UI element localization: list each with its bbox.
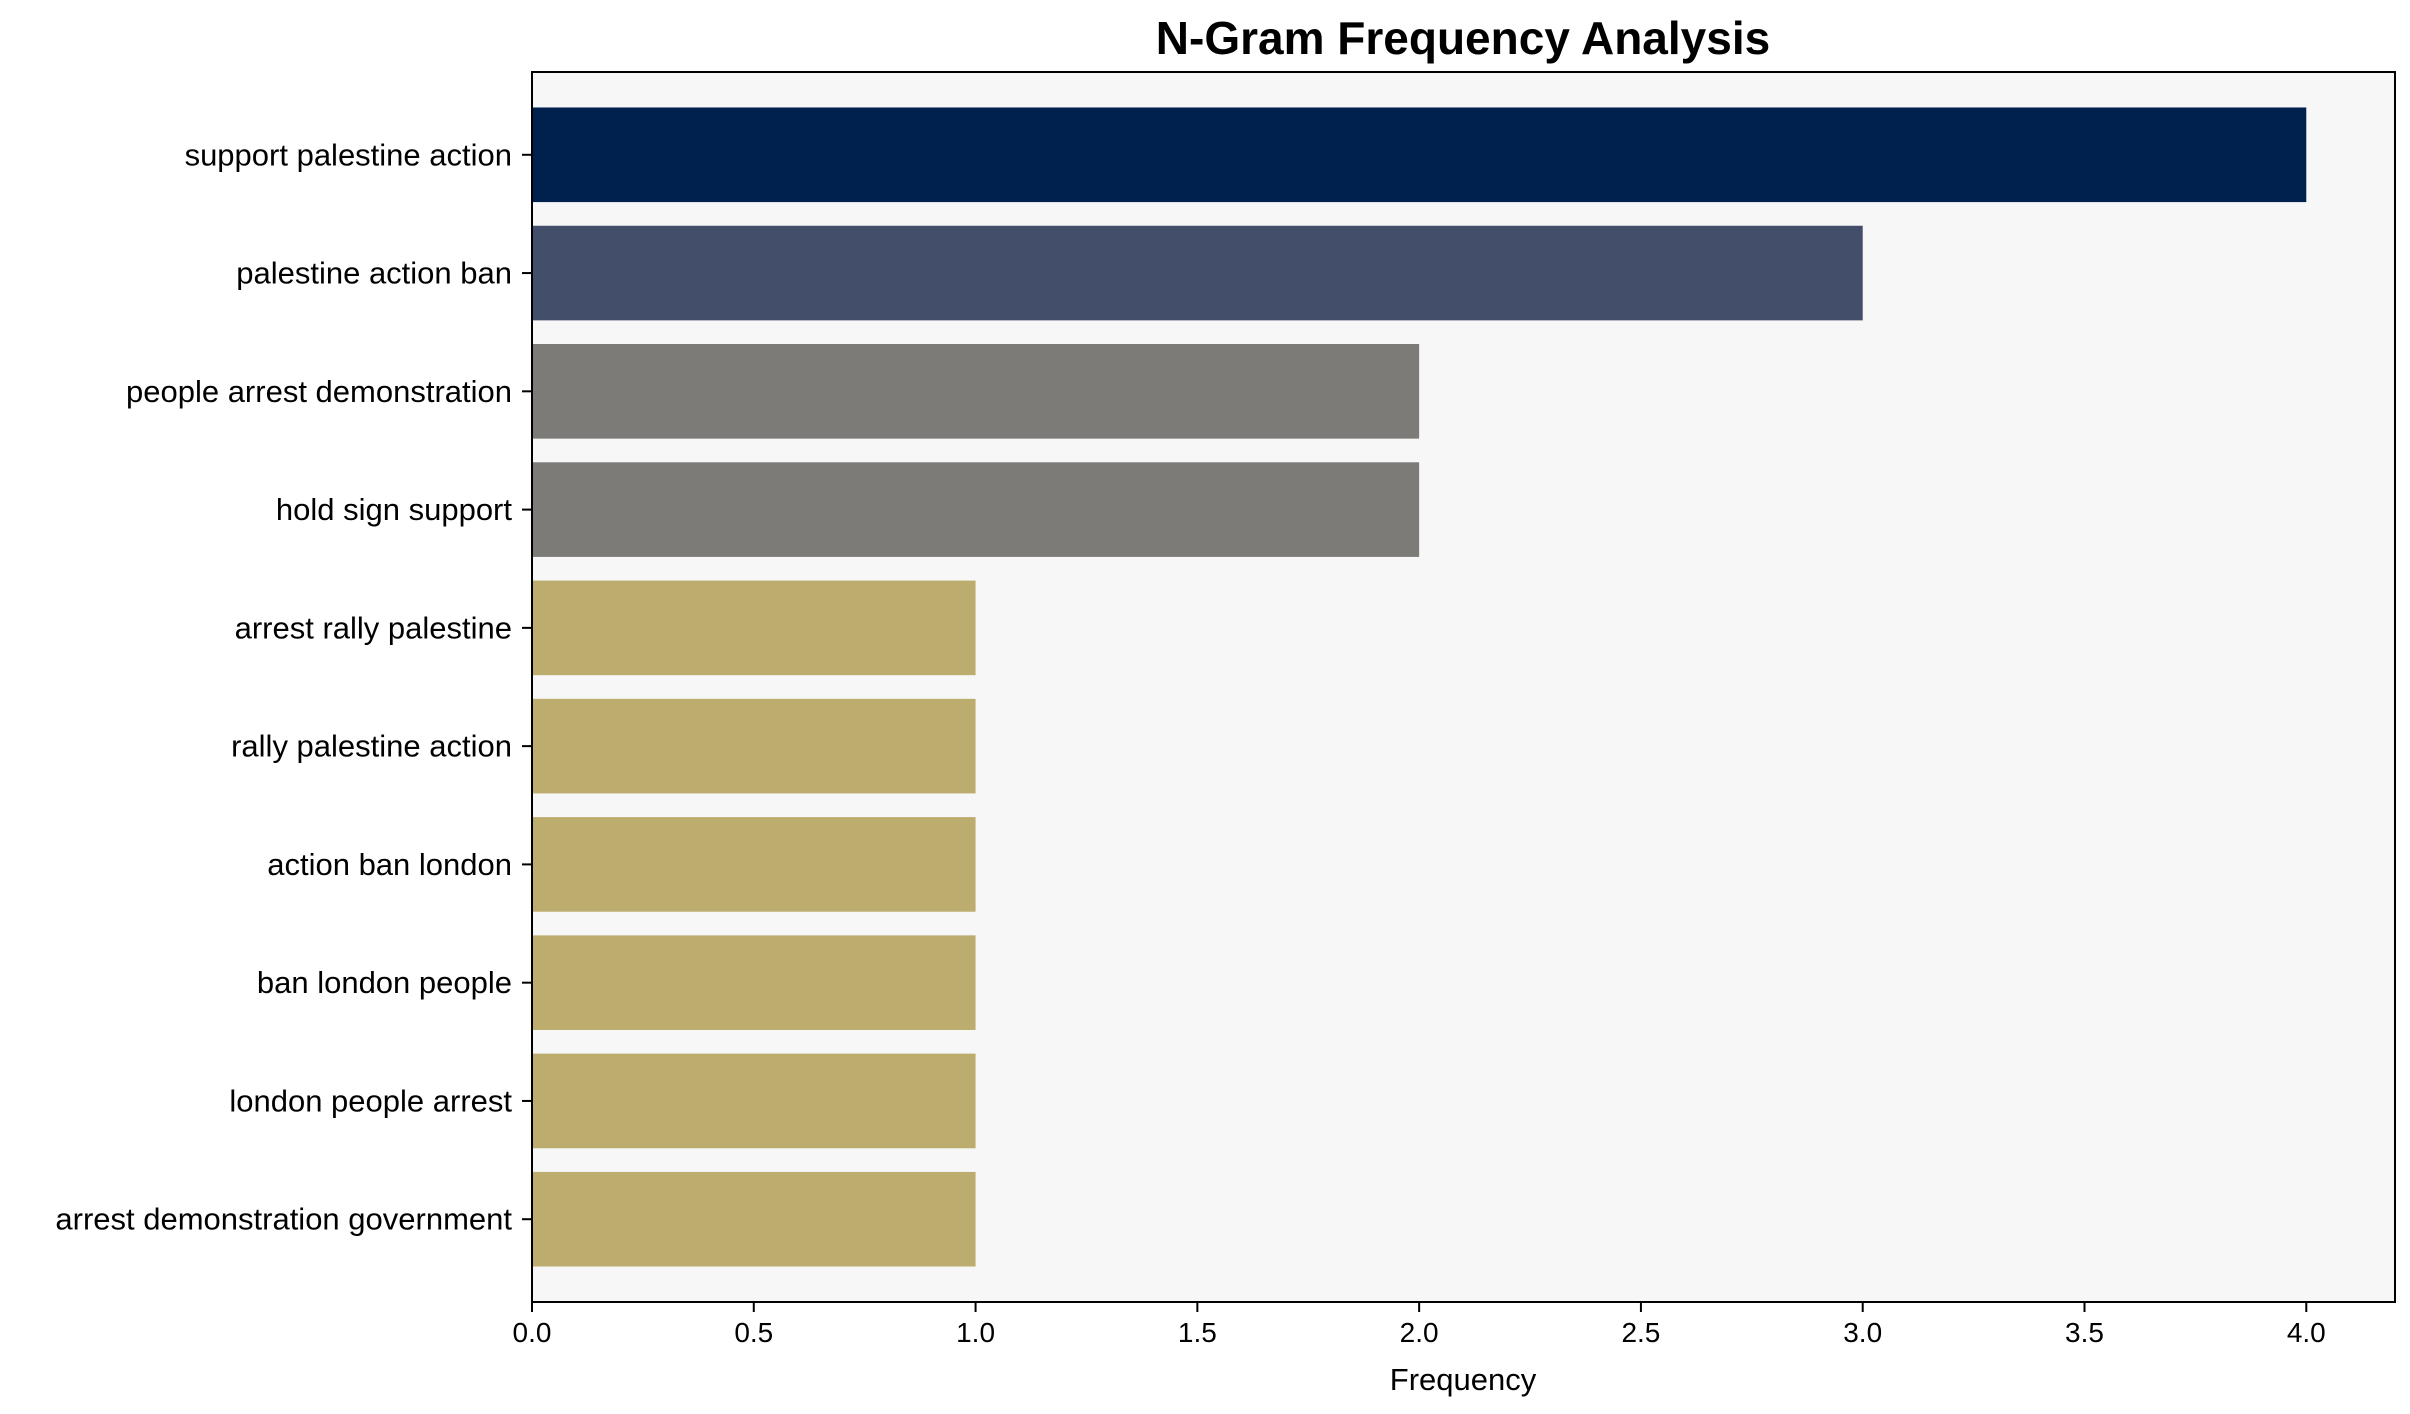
y-tick-label-hold-sign-support: hold sign support bbox=[276, 492, 512, 527]
x-tick-label: 0.5 bbox=[734, 1317, 773, 1348]
bar-palestine-action-ban bbox=[532, 225, 1863, 321]
y-tick-label-ban-london-people: ban london people bbox=[257, 965, 512, 1000]
bar-rally-palestine-action bbox=[532, 698, 976, 794]
x-tick-label: 4.0 bbox=[2287, 1317, 2326, 1348]
bar-support-palestine-action bbox=[532, 107, 2307, 203]
x-tick-label: 0.0 bbox=[513, 1317, 552, 1348]
y-tick-label-action-ban-london: action ban london bbox=[267, 847, 512, 882]
y-tick-label-support-palestine-action: support palestine action bbox=[185, 137, 512, 172]
x-axis-ticks: 0.0 0.5 1.0 1.5 2.0 2.5 3.0 3.5 4.0 bbox=[513, 1302, 2326, 1348]
bar-arrest-demonstration-government bbox=[532, 1171, 976, 1267]
x-tick-label: 3.0 bbox=[1843, 1317, 1882, 1348]
y-tick-label-people-arrest-demonstration: people arrest demonstration bbox=[126, 374, 512, 409]
y-axis-ticks: support palestine action palestine action… bbox=[55, 137, 532, 1237]
bar-people-arrest-demonstration bbox=[532, 344, 1420, 439]
x-tick-label: 3.5 bbox=[2065, 1317, 2104, 1348]
bar-arrest-rally-palestine bbox=[532, 580, 976, 676]
y-tick-label-arrest-demonstration-government: arrest demonstration government bbox=[55, 1202, 512, 1237]
chart-title: N-Gram Frequency Analysis bbox=[1156, 12, 1770, 64]
bar-ban-london-people bbox=[532, 935, 976, 1030]
y-tick-label-palestine-action-ban: palestine action ban bbox=[236, 256, 512, 291]
x-tick-label: 2.0 bbox=[1400, 1317, 1439, 1348]
y-tick-label-arrest-rally-palestine: arrest rally palestine bbox=[235, 610, 512, 645]
y-tick-label-rally-palestine-action: rally palestine action bbox=[231, 729, 512, 764]
x-tick-label: 1.0 bbox=[956, 1317, 995, 1348]
x-tick-label: 2.5 bbox=[1621, 1317, 1660, 1348]
y-tick-label-london-people-arrest: london people arrest bbox=[229, 1083, 512, 1118]
x-axis-label: Frequency bbox=[1390, 1362, 1537, 1397]
bar-action-ban-london bbox=[532, 817, 976, 912]
bar-london-people-arrest bbox=[532, 1053, 976, 1149]
plot-frame bbox=[531, 71, 2396, 1303]
bar-hold-sign-support bbox=[532, 462, 1420, 557]
x-tick-label: 1.5 bbox=[1178, 1317, 1217, 1348]
bars-group bbox=[532, 107, 2307, 1267]
